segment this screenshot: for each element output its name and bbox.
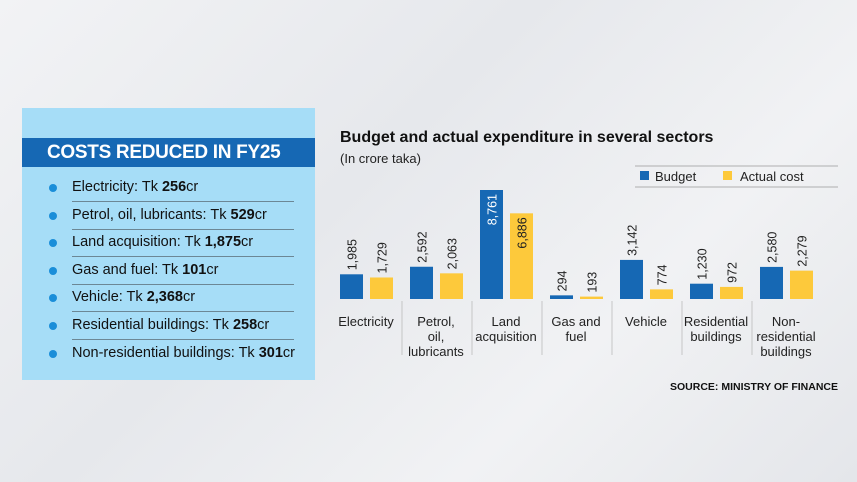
bullet-icon bbox=[49, 239, 57, 248]
bar-budget bbox=[620, 259, 643, 299]
data-label: 294 bbox=[556, 270, 570, 291]
costs-reduced-panel: COSTS REDUCED IN FY25 Electricity: Tk 25… bbox=[22, 108, 315, 380]
cost-item-label: Land acquisition: Tk bbox=[72, 234, 205, 251]
chart-title: Budget and actual expenditure in several… bbox=[340, 129, 714, 146]
cost-item-unit: cr bbox=[254, 206, 267, 223]
bar-budget bbox=[340, 274, 363, 299]
cost-item-label: Electricity: Tk bbox=[72, 179, 162, 195]
category-label: residential bbox=[756, 329, 815, 344]
category-label: Land bbox=[492, 314, 521, 329]
cost-item-unit: cr bbox=[206, 261, 219, 278]
cost-item-value: 529 bbox=[230, 206, 255, 223]
bullet-icon bbox=[49, 266, 57, 275]
bullet-icon bbox=[49, 184, 57, 192]
cost-item-value: 1,875 bbox=[204, 234, 242, 251]
data-label: 1,230 bbox=[696, 248, 710, 279]
panel-title: COSTS REDUCED IN FY25 bbox=[22, 138, 315, 167]
cost-item-value: 258 bbox=[232, 317, 258, 333]
legend-swatch bbox=[723, 171, 732, 180]
cost-item-value: 2,368 bbox=[146, 289, 183, 306]
cost-item-value: 301 bbox=[258, 344, 283, 361]
cost-item-label: Vehicle: Tk bbox=[72, 289, 147, 306]
bullet-icon bbox=[49, 211, 57, 220]
cost-item-unit: cr bbox=[257, 317, 270, 333]
category-label: Vehicle bbox=[625, 314, 667, 329]
cost-item: Petrol, oil, lubricants: Tk 529cr bbox=[49, 202, 294, 230]
bar-budget bbox=[480, 190, 503, 299]
data-label: 972 bbox=[726, 262, 740, 283]
bar-budget bbox=[410, 266, 433, 299]
bar-actual bbox=[510, 213, 533, 299]
data-label: 2,580 bbox=[766, 232, 780, 263]
category-label: Residential bbox=[684, 314, 748, 329]
category-label: Petrol, bbox=[417, 314, 455, 329]
cost-item: Land acquisition: Tk 1,875cr bbox=[49, 229, 294, 258]
cost-item: Non-residential buildings: Tk 301cr bbox=[49, 340, 296, 367]
source-note: SOURCE: MINISTRY OF FINANCE bbox=[669, 381, 838, 393]
bar-budget bbox=[690, 283, 713, 299]
data-label: 8,761 bbox=[486, 194, 500, 225]
category-label: acquisition bbox=[475, 329, 536, 344]
cost-item-unit: cr bbox=[282, 344, 296, 361]
data-label: 1,729 bbox=[376, 242, 390, 273]
cost-item-unit: cr bbox=[183, 289, 196, 306]
cost-item: Residential buildings: Tk 258cr bbox=[49, 312, 294, 340]
bar-actual bbox=[720, 286, 743, 299]
bar-actual bbox=[790, 270, 813, 299]
category-label: fuel bbox=[566, 329, 587, 344]
category-label: oil, bbox=[428, 329, 445, 344]
category-label: buildings bbox=[760, 344, 812, 359]
data-label: 1,985 bbox=[346, 239, 360, 270]
bar-actual bbox=[370, 277, 393, 299]
cost-item-unit: cr bbox=[186, 179, 199, 195]
cost-item-value: 256 bbox=[161, 179, 187, 195]
legend-swatch bbox=[640, 171, 649, 180]
cost-item-label: Gas and fuel: Tk bbox=[72, 261, 183, 278]
cost-item-label: Residential buildings: Tk bbox=[72, 317, 233, 333]
cost-item-label: Non-residential buildings: Tk bbox=[72, 344, 259, 361]
legend-label: Budget bbox=[655, 169, 697, 184]
bar-budget bbox=[550, 295, 573, 299]
category-label: Gas and bbox=[551, 314, 600, 329]
bar-budget bbox=[760, 266, 783, 299]
bullet-icon bbox=[49, 349, 57, 358]
bullet-icon bbox=[49, 322, 57, 330]
data-label: 774 bbox=[656, 264, 670, 285]
data-label: 2,592 bbox=[416, 231, 430, 262]
cost-item-value: 101 bbox=[182, 261, 207, 278]
bar-actual bbox=[580, 296, 603, 299]
cost-item: Gas and fuel: Tk 101cr bbox=[49, 257, 294, 285]
bar-actual bbox=[650, 289, 673, 299]
category-label: Non- bbox=[772, 314, 800, 329]
legend-label: Actual cost bbox=[740, 169, 804, 184]
cost-item-unit: cr bbox=[241, 234, 254, 251]
category-label: Electricity bbox=[338, 314, 394, 329]
category-label: lubricants bbox=[408, 344, 464, 359]
data-label: 2,279 bbox=[796, 235, 810, 266]
category-label: buildings bbox=[690, 329, 742, 344]
cost-item-label: Petrol, oil, lubricants: Tk bbox=[72, 206, 231, 223]
chart-subtitle: (In crore taka) bbox=[340, 151, 421, 166]
cost-item: Vehicle: Tk 2,368cr bbox=[49, 284, 294, 313]
data-label: 2,063 bbox=[446, 238, 460, 269]
data-label: 193 bbox=[586, 272, 600, 293]
cost-item: Electricity: Tk 256cr bbox=[49, 174, 294, 202]
bar-actual bbox=[440, 273, 463, 299]
bullet-icon bbox=[49, 294, 57, 303]
data-label: 6,886 bbox=[516, 217, 530, 248]
data-label: 3,142 bbox=[626, 225, 640, 256]
